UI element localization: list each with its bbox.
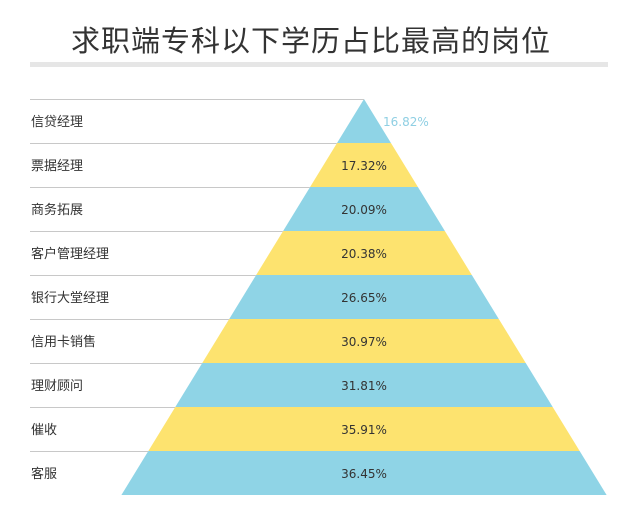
value-label: 36.45% [341,467,387,481]
category-label: 商务拓展 [31,202,83,218]
pyramid-band [202,319,526,363]
category-label: 客户管理经理 [31,246,109,262]
category-label: 催收 [31,423,57,438]
pyramid-band [121,451,607,495]
category-label: 理财顾问 [31,379,83,394]
value-label: 20.38% [341,247,387,261]
value-label: 26.65% [341,291,387,305]
chart-title: 求职端专科以下学历占比最高的岗位 [70,24,551,58]
value-label: 35.91% [341,423,387,437]
pyramid-band [175,363,553,407]
value-label: 20.09% [341,203,387,217]
category-label: 信贷经理 [31,115,83,130]
pyramid-band [337,99,391,143]
value-label: 17.32% [341,159,387,173]
category-label: 信用卡销售 [31,334,96,350]
category-label: 票据经理 [31,159,83,174]
title-underline [30,62,608,67]
pyramid-band [229,275,499,319]
pyramid-band [256,231,472,275]
value-label: 30.97% [341,335,387,349]
pyramid-band [148,407,580,451]
value-label: 16.82% [383,115,429,129]
category-label: 客服 [31,466,57,482]
value-label: 31.81% [341,379,387,393]
pyramid-band [283,187,445,231]
category-label: 银行大堂经理 [31,291,109,306]
pyramid-band [310,143,418,187]
